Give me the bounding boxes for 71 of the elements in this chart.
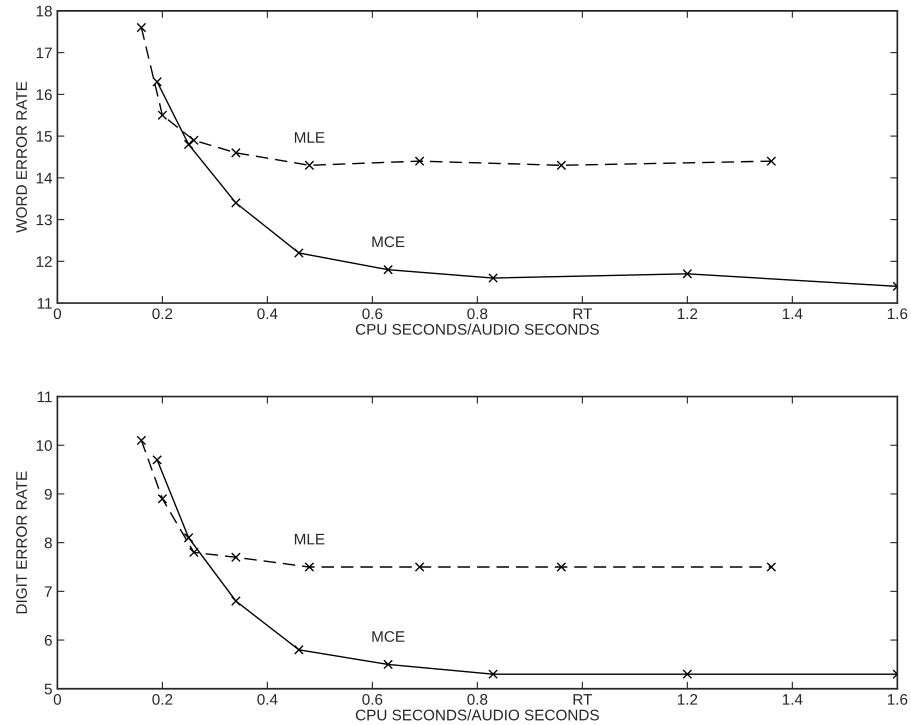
point [414, 562, 424, 572]
x-tick-label: 0.6 [362, 308, 382, 320]
x-tick-label: 0.2 [152, 308, 172, 320]
point [383, 660, 393, 670]
y-tick-label: 11 [38, 298, 52, 309]
point [184, 140, 194, 150]
x-tick-label: 0.2 [152, 694, 172, 705]
x-tick-label: 1.2 [678, 694, 698, 705]
x-tick-label: 1.4 [782, 694, 803, 705]
point [304, 160, 314, 170]
x-tick-label: 0.6 [362, 694, 382, 705]
y-tick-label: 15 [36, 131, 52, 142]
x-tick-label: 0.8 [467, 694, 488, 705]
point [184, 532, 194, 543]
x-axis-title: CPU SECONDS/AUDIO SECONDS [356, 324, 599, 335]
point [152, 76, 162, 87]
point [231, 596, 241, 606]
point [556, 562, 566, 572]
x-tick-label: 0.8 [467, 308, 488, 320]
y-tick-label: 8 [44, 538, 52, 548]
y-tick-label: 18 [36, 6, 52, 17]
x-tick-label: 0.4 [257, 308, 278, 320]
y-tick-label: 9 [44, 488, 52, 500]
y-tick-label: 11 [38, 392, 52, 402]
y-tick-label: 10 [36, 440, 52, 451]
point [556, 160, 566, 170]
y-tick-label: 7 [44, 586, 52, 597]
x-tick-label: 1.4 [782, 308, 803, 319]
series-label: MCE [372, 236, 404, 248]
point [766, 562, 776, 572]
point [189, 548, 199, 558]
point [414, 156, 424, 166]
series-label: MLE [294, 534, 324, 544]
x-tick-label: 1.2 [678, 308, 698, 319]
x-tick-label: RT [574, 308, 592, 319]
point [231, 148, 241, 158]
y-axis-title: DIGIT ERROR RATE [16, 471, 27, 614]
point [231, 552, 241, 562]
y-tick-label: 13 [36, 214, 52, 226]
point [682, 669, 692, 679]
point [294, 644, 304, 655]
y-tick-label: 5 [44, 684, 52, 694]
point [152, 455, 162, 465]
point [231, 198, 241, 208]
point [294, 248, 304, 258]
y-tick-label: 17 [36, 48, 52, 58]
point [189, 135, 199, 146]
x-axis-title: CPU SECONDS/AUDIO SECONDS [356, 709, 599, 720]
point [158, 494, 168, 504]
point [158, 110, 168, 120]
y-tick-label: 12 [36, 256, 52, 267]
series-label: MCE [372, 631, 404, 642]
point [304, 562, 314, 572]
x-tick-label: 0 [54, 694, 62, 705]
point [766, 156, 776, 166]
point [136, 436, 146, 446]
point [488, 273, 498, 283]
y-tick-label: 6 [44, 634, 52, 646]
x-tick-label: 1.6 [888, 694, 908, 705]
y-tick-label: 14 [36, 172, 52, 184]
x-tick-label: 1.6 [888, 308, 908, 320]
x-tick-label: 0.4 [257, 694, 278, 705]
point [136, 22, 146, 32]
y-tick-label: 16 [36, 89, 52, 100]
point [488, 669, 498, 679]
x-tick-label: 0 [54, 308, 62, 320]
point [383, 264, 393, 275]
point [682, 268, 692, 279]
x-tick-label: RT [574, 694, 592, 705]
series-label: MLE [294, 132, 324, 143]
y-axis-title: WORD ERROR RATE [16, 82, 27, 233]
